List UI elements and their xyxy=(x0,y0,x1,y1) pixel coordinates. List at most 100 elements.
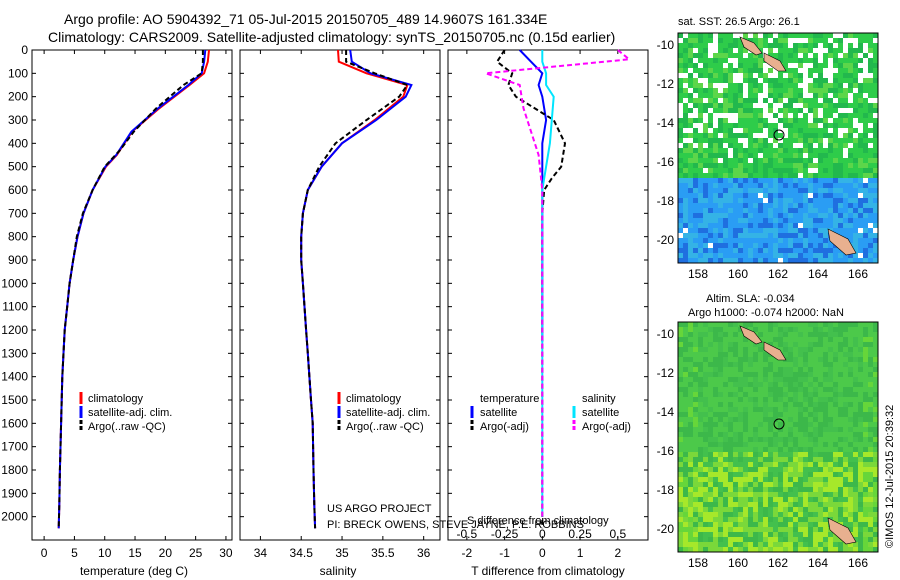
map-cell xyxy=(838,73,844,79)
map-cell xyxy=(728,362,734,368)
map-cell xyxy=(688,168,694,174)
map-cell xyxy=(693,238,699,244)
map-cell xyxy=(848,352,854,358)
map-frame xyxy=(677,321,879,553)
map-cell xyxy=(858,218,864,224)
map-cell xyxy=(718,457,724,463)
map-cell xyxy=(808,512,814,518)
map-cell xyxy=(693,53,699,59)
map-cell xyxy=(688,128,694,134)
map-cell xyxy=(678,357,684,363)
map-cell xyxy=(743,188,749,194)
map-cell xyxy=(873,103,879,109)
map-cell xyxy=(808,258,814,264)
map-cell xyxy=(708,88,714,94)
map-cell xyxy=(823,527,829,533)
map-cell xyxy=(723,432,729,438)
map-cell xyxy=(828,367,834,373)
map-cell xyxy=(873,537,879,543)
map-cell xyxy=(873,437,879,443)
map-cell xyxy=(713,108,719,114)
map-cell xyxy=(718,118,724,124)
map-cell xyxy=(863,397,869,403)
map-cell xyxy=(863,183,869,189)
map-cell xyxy=(688,412,694,418)
map-cell xyxy=(818,522,824,528)
map-cell xyxy=(763,118,769,124)
map-cell xyxy=(803,547,809,553)
latitude-tick-label: -20 xyxy=(657,233,675,247)
map-cell xyxy=(798,103,804,109)
map-cell xyxy=(703,337,709,343)
map-cell xyxy=(723,188,729,194)
map-cell xyxy=(698,73,704,79)
map-cell xyxy=(853,48,859,54)
map-cell xyxy=(718,442,724,448)
map-cell xyxy=(693,527,699,533)
map-cell xyxy=(728,33,734,39)
map-cell xyxy=(863,457,869,463)
map-cell xyxy=(808,238,814,244)
map-cell xyxy=(868,148,874,154)
map-cell xyxy=(793,123,799,129)
map-cell xyxy=(683,437,689,443)
map-cell xyxy=(798,68,804,74)
map-cell xyxy=(833,258,839,264)
map-cell xyxy=(683,497,689,503)
map-cell xyxy=(848,213,854,219)
map-cell xyxy=(748,327,754,333)
map-cell xyxy=(738,507,744,513)
map-cell xyxy=(703,178,709,184)
map-cell xyxy=(793,203,799,209)
map-cell xyxy=(798,542,804,548)
map-cell xyxy=(833,123,839,129)
map-cell xyxy=(748,532,754,538)
map-cell xyxy=(768,43,774,49)
map-cell xyxy=(803,203,809,209)
map-cell xyxy=(793,208,799,214)
map-cell xyxy=(858,73,864,79)
map-cell xyxy=(713,547,719,553)
map-cell xyxy=(758,133,764,139)
map-cell xyxy=(863,452,869,458)
map-cell xyxy=(758,482,764,488)
series-line xyxy=(485,49,632,517)
map-cell xyxy=(718,48,724,54)
difference-legend: temperature salinity satellite Argo(-adj… xyxy=(470,393,631,433)
map-cell xyxy=(753,133,759,139)
map-cell xyxy=(708,522,714,528)
map-cell xyxy=(848,507,854,513)
map-cell xyxy=(843,387,849,393)
map-cell xyxy=(858,402,864,408)
map-cell xyxy=(783,138,789,144)
map-cell xyxy=(863,68,869,74)
map-cell xyxy=(808,402,814,408)
map-cell xyxy=(873,397,879,403)
map-cell xyxy=(818,382,824,388)
map-cell xyxy=(743,352,749,358)
map-cell xyxy=(813,402,819,408)
map-cell xyxy=(713,148,719,154)
map-cell xyxy=(813,432,819,438)
map-cell xyxy=(813,462,819,468)
map-cell xyxy=(858,337,864,343)
map-cell xyxy=(773,462,779,468)
map-cell xyxy=(873,452,879,458)
longitude-tick-label: 164 xyxy=(808,556,828,570)
map-cell xyxy=(703,462,709,468)
map-cell xyxy=(773,48,779,54)
map-cell xyxy=(868,133,874,139)
map-cell xyxy=(763,427,769,433)
map-cell xyxy=(788,163,794,169)
map-cell xyxy=(803,48,809,54)
map-cell xyxy=(828,188,834,194)
map-cell xyxy=(758,462,764,468)
map-cell xyxy=(868,123,874,129)
map-cell xyxy=(853,223,859,229)
map-cell xyxy=(678,457,684,463)
map-cell xyxy=(838,447,844,453)
map-cell xyxy=(813,397,819,403)
map-cell xyxy=(833,108,839,114)
map-cell xyxy=(828,322,834,328)
map-cell xyxy=(683,38,689,44)
